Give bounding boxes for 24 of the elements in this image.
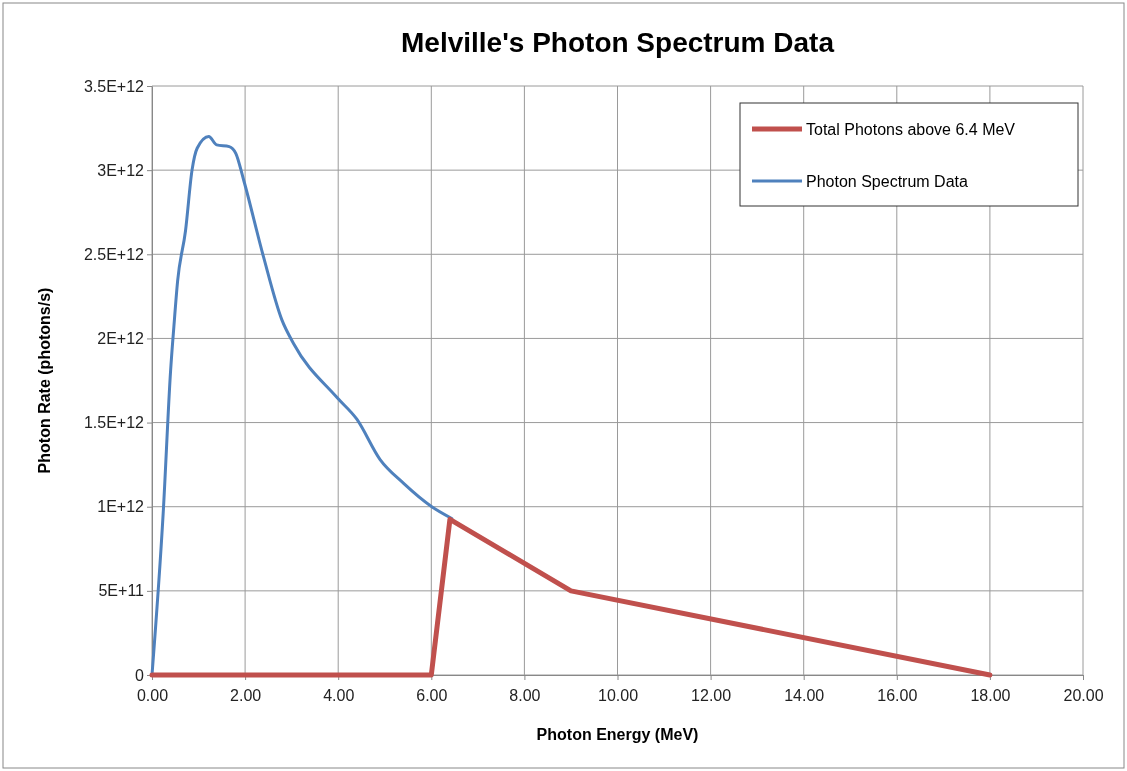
y-tick-label: 2.5E+12 [83,245,145,263]
y-tick-label: 0 [135,666,145,684]
legend-label: Photon Spectrum Data [806,173,968,190]
x-tick-label: 20.00 [1063,686,1104,704]
x-tick-label: 8.00 [509,686,541,704]
x-axis-title: Photon Energy (MeV) [536,726,699,743]
x-tick-label: 16.00 [877,686,918,704]
x-tick-label: 14.00 [784,686,825,704]
x-tick-label: 4.00 [323,686,355,704]
x-tick-label: 2.00 [230,686,262,704]
y-tick-label: 3E+12 [97,161,145,179]
y-tick-label: 3.5E+12 [83,77,145,95]
x-tick-label: 10.00 [597,686,639,704]
x-tick-label: 6.00 [416,686,448,704]
y-axis-title: Photon Rate (photons/s) [36,287,53,474]
y-tick-label: 1.5E+12 [83,414,145,432]
y-tick-label: 1E+12 [97,498,145,516]
x-tick-label: 18.00 [970,686,1011,704]
x-tick-label: 12.00 [691,686,732,704]
legend-label: Total Photons above 6.4 MeV [806,121,1016,138]
y-tick-label: 5E+11 [98,582,145,600]
x-tick-label: 0.00 [136,686,169,704]
y-tick-label: 2E+12 [97,330,145,348]
chart-title: Melville's Photon Spectrum Data [401,27,835,58]
